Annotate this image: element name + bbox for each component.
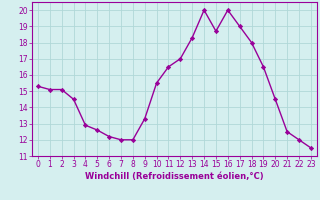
X-axis label: Windchill (Refroidissement éolien,°C): Windchill (Refroidissement éolien,°C) [85,172,264,181]
